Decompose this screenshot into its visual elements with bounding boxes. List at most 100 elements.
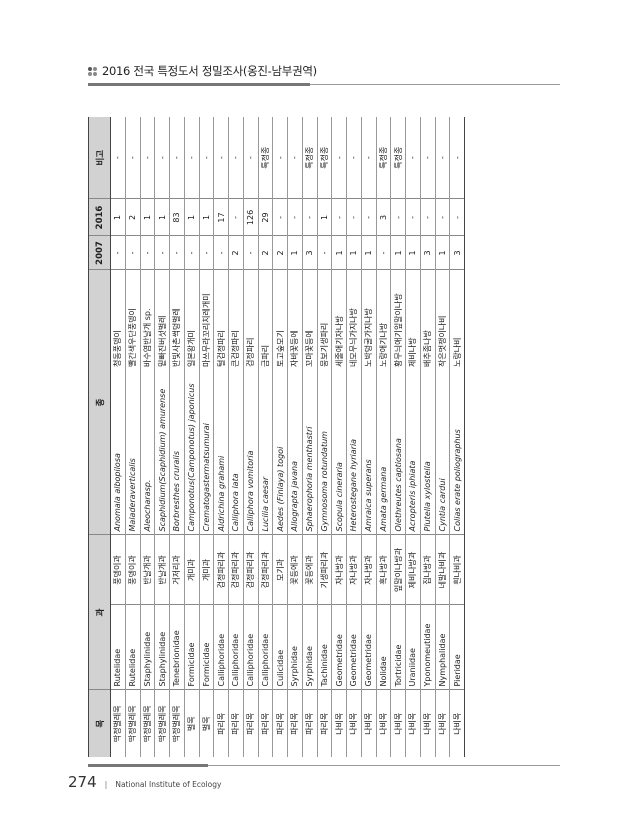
header-family: 과 [88, 534, 111, 690]
footer-rule-thin [208, 765, 560, 766]
family-korean-cell: 자나방과 [346, 534, 362, 605]
korean-name-cell: 바수염반날개 sp. [140, 269, 155, 370]
bullet-dots-icon [88, 66, 97, 76]
table-row: 나비목 Geometridae 자나방과 Heterostegane hyriaria… [346, 116, 362, 757]
count-2016-cell: - [405, 198, 421, 236]
order-cell: 딱정벌레목 [154, 690, 170, 757]
table-row: 파리목 Calliphoridae 검정파리과 Calliphora vomitori… [243, 116, 258, 757]
count-2007-cell: 1 [405, 235, 421, 270]
header-rule-thick [88, 83, 310, 86]
note-cell: - [361, 116, 376, 199]
note-cell: - [346, 116, 362, 199]
family-latin-cell: Tachinidae [317, 605, 332, 690]
scientific-name-cell: Amata germana [376, 369, 391, 535]
count-2007-cell: 2 [272, 235, 288, 270]
scientific-name-cell: Acropteris iphiata [405, 369, 421, 535]
count-2007-cell: - [140, 235, 155, 270]
table-row: 파리목 Syrphidae 꽃등에과 Allograpta javana 자바꽃등에 1-… [287, 116, 303, 757]
family-latin-cell: Formicidae [184, 605, 199, 690]
korean-name-cell: 자바꽃등에 [287, 269, 303, 370]
header-rule-thin [310, 84, 560, 85]
family-korean-cell: 집나방과 [420, 534, 435, 605]
family-latin-cell: Calliphoridae [228, 605, 244, 690]
count-2007-cell: - [110, 235, 126, 270]
count-2016-cell: 126 [243, 198, 258, 236]
order-cell: 나비목 [361, 690, 376, 757]
count-2016-cell: 2 [125, 198, 140, 236]
count-2016-cell: 1 [154, 198, 170, 236]
korean-name-cell: 노박덩굴가지나방 [361, 269, 376, 370]
table-row: 딱정벌레목 Rutelidae 풍뎅이과 Maladeraverticalis 빨간색우… [125, 116, 140, 757]
family-latin-cell: Yponomeutidae [420, 605, 435, 690]
korean-name-cell: 세줄애기자나방 [331, 269, 347, 370]
family-korean-cell: 풍뎅이과 [125, 534, 140, 605]
family-korean-cell: 거저리과 [169, 534, 185, 605]
table-row: 나비목 Pieridae 흰나비과 Colias erate poliographus… [449, 116, 465, 757]
note-cell: - [435, 116, 450, 199]
family-latin-cell: Geometridae [346, 605, 362, 690]
family-latin-cell: Pieridae [449, 605, 465, 690]
family-latin-cell: Staphylinidae [154, 605, 170, 690]
header-2016: 2016 [88, 198, 111, 236]
family-korean-cell: 검정파리과 [228, 534, 244, 605]
korean-name-cell: 작은멋쟁이나비 [435, 269, 450, 370]
order-cell: 딱정벌레목 [140, 690, 155, 757]
note-cell: - [125, 116, 140, 199]
scientific-name-cell: Aleocharasp. [140, 369, 155, 535]
table-row: 나비목 Tortricidae 잎말이나방과 Olethreutes captiosa… [390, 116, 406, 757]
table-row: 파리목 Calliphoridae 검정파리과 Calliphora lata 큰검정파… [228, 116, 244, 757]
note-cell: - [449, 116, 465, 199]
count-2016-cell: - [435, 198, 450, 236]
table-row: 나비목 Geometridae 자나방과 Scopula cineraria 세줄애기자… [331, 116, 347, 757]
korean-name-cell: 일본왕개미 [184, 269, 199, 370]
order-cell: 파리목 [213, 690, 229, 757]
count-2007-cell: - [184, 235, 199, 270]
family-latin-cell: Calliphoridae [243, 605, 258, 690]
family-latin-cell: Syrphidae [302, 605, 317, 690]
scientific-name-cell: Cyntia cardui [435, 369, 450, 535]
page-footer: 274 | National Institute of Ecology [68, 773, 221, 791]
count-2007-cell: - [154, 235, 170, 270]
scientific-name-cell: Scaphidium(Scaphidium) amurense [154, 369, 170, 535]
korean-name-cell: 금파리 [258, 269, 273, 370]
note-cell: 특정종 [390, 116, 406, 199]
scientific-name-cell: Borbresthes cruralis [169, 369, 185, 535]
family-korean-cell: 자나방과 [361, 534, 376, 605]
order-cell: 딱정벌레목 [125, 690, 140, 757]
order-cell: 나비목 [435, 690, 450, 757]
count-2007-cell: - [125, 235, 140, 270]
korean-name-cell: 노랑애기나방 [376, 269, 391, 370]
family-korean-cell: 개미과 [184, 534, 199, 605]
table-row: 딱정벌레목 Staphylinidae 반날개과 Aleocharasp. 바수염반날개… [140, 116, 155, 757]
order-cell: 파리목 [243, 690, 258, 757]
note-cell: - [213, 116, 229, 199]
count-2016-cell: 17 [213, 198, 229, 236]
korean-name-cell: 반빛사촌썩덩벌레 [169, 269, 185, 370]
family-korean-cell: 꽃등에과 [287, 534, 303, 605]
note-cell: - [243, 116, 258, 199]
korean-name-cell: 털검정파리 [213, 269, 229, 370]
order-cell: 파리목 [228, 690, 244, 757]
count-2016-cell: - [390, 198, 406, 236]
count-2007-cell: 3 [449, 235, 465, 270]
family-latin-cell: Calliphoridae [213, 605, 229, 690]
count-2007-cell: - [243, 235, 258, 270]
scientific-name-cell: Colias erate poliographus [449, 369, 465, 535]
count-2007-cell: - [169, 235, 185, 270]
scientific-name-cell: Amraica superans [361, 369, 376, 535]
header-species: 종 [88, 269, 111, 535]
korean-name-cell: 밑빠진버섯벌레 [154, 269, 170, 370]
order-cell: 벌목 [199, 690, 214, 757]
family-latin-cell: Staphylinidae [140, 605, 155, 690]
count-2016-cell: - [302, 198, 317, 236]
family-latin-cell: Culicidae [272, 605, 288, 690]
order-cell: 나비목 [420, 690, 435, 757]
korean-name-cell: 빨간색우단풍뎅이 [125, 269, 140, 370]
count-2016-cell: 1 [140, 198, 155, 236]
order-cell: 파리목 [302, 690, 317, 757]
note-cell: - [110, 116, 126, 199]
note-cell: - [154, 116, 170, 199]
family-latin-cell: Nymphalidae [435, 605, 450, 690]
family-korean-cell: 검정파리과 [213, 534, 229, 605]
family-latin-cell: Formicidae [199, 605, 214, 690]
